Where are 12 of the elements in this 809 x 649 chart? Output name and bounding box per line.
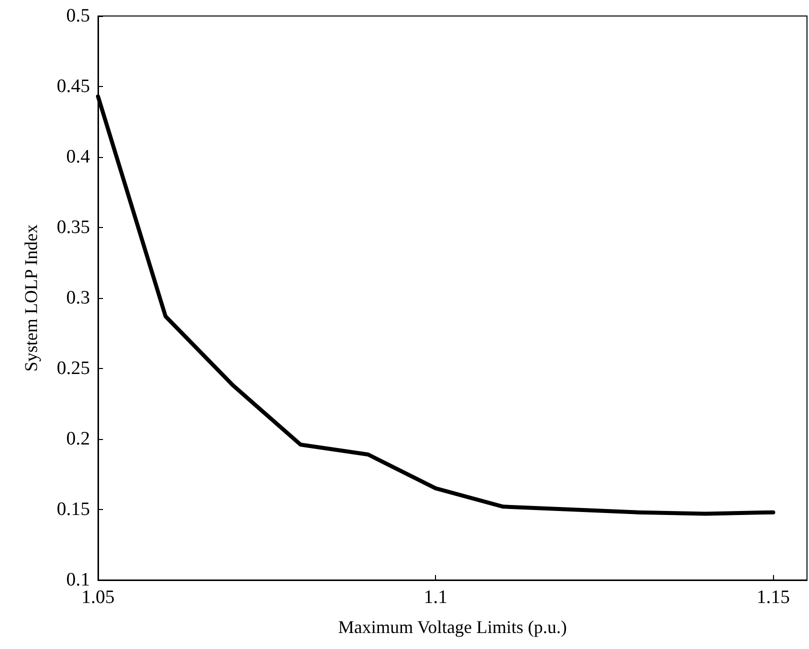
- y-tick-label: 0.5: [66, 6, 90, 26]
- y-tick-label: 0.45: [56, 76, 90, 97]
- y-tick-label: 0.4: [66, 146, 90, 168]
- y-axis-title: System LOLP Index: [21, 224, 41, 372]
- y-tick-label: 0.3: [66, 288, 90, 308]
- y-tick-label: 0.15: [56, 499, 90, 520]
- y-tick-label: 0.25: [56, 358, 90, 379]
- x-axis-title: Maximum Voltage Limits (p.u.): [338, 617, 567, 637]
- x-tick-label: 1.15: [756, 587, 790, 608]
- y-tick-label: 0.35: [56, 217, 90, 238]
- y-tick-label: 0.2: [66, 428, 90, 450]
- x-tick-label: 1.1: [424, 587, 448, 608]
